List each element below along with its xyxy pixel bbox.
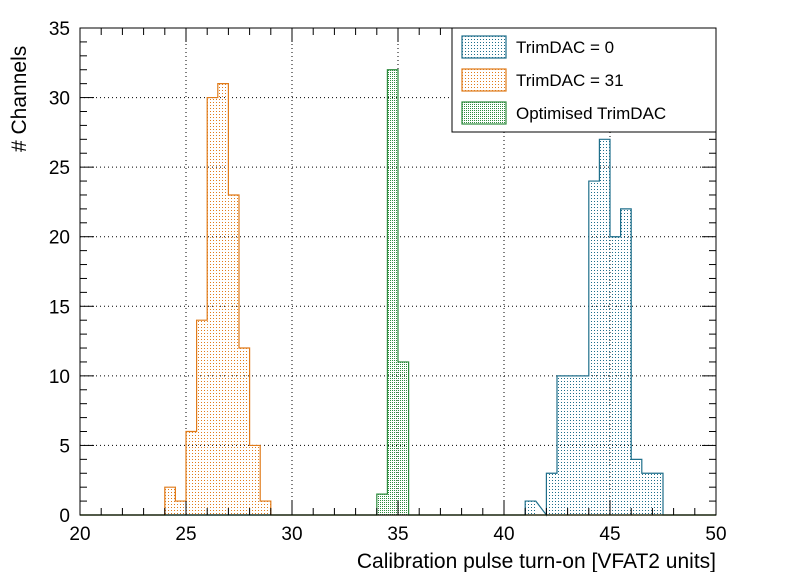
x-tick-label: 50 [705,524,726,545]
histogram-bin [546,473,557,515]
histogram-bars [80,69,716,517]
x-axis-title: Calibration pulse turn-on [VFAT2 units] [357,550,716,572]
x-tick-label: 25 [175,524,196,545]
histogram-bin [376,494,388,515]
legend-label: Optimised TrimDAC [516,104,666,123]
y-tick-label: 25 [49,158,70,179]
histogram-bin [217,83,229,516]
histogram-bin [631,459,642,515]
histogram-bin [398,361,409,515]
legend-label: TrimDAC = 31 [516,71,624,90]
histogram-bin [578,375,589,515]
legend-swatch [461,68,507,92]
histogram-bin [599,139,610,516]
x-tick-label: 45 [599,524,620,545]
legend-swatch [461,101,507,125]
histogram-bin [588,181,600,516]
series-2 [80,69,716,516]
histogram-bin [228,194,239,515]
histogram-bin [207,97,218,516]
x-tick-label: 20 [69,524,90,545]
y-tick-label: 15 [49,297,70,318]
y-tick-label: 0 [59,506,70,527]
histogram-bin [164,487,176,515]
series-outline [80,69,716,516]
histogram-bin [610,236,621,515]
histogram-bin [641,473,653,515]
legend: TrimDAC = 0 TrimDAC = 31 Optimised TrimDAC [451,27,717,133]
histogram-bin [387,69,398,515]
histogram-bin [249,445,261,515]
y-axis-title: # Channels [8,46,31,152]
x-tick-label: 40 [493,524,514,545]
legend-swatch [461,35,507,59]
histogram-bin [175,501,186,515]
y-tick-label: 35 [49,19,70,40]
histogram-bin [567,375,579,515]
x-tick-label: 35 [387,524,408,545]
y-tick-label: 5 [59,436,70,457]
histogram-bin [260,501,271,515]
tick-labels: 20 25 30 35 40 45 50 0 5 10 15 20 25 30 35 [49,19,727,545]
series-1 [80,83,716,516]
legend-label: TrimDAC = 0 [516,38,614,57]
histogram-bin [525,501,536,515]
histogram-bin [557,375,568,515]
y-tick-label: 20 [49,228,70,249]
histogram-bin [620,208,632,515]
series-outline [80,83,716,516]
histogram-bin [186,431,197,515]
histogram-bin [196,320,208,515]
y-tick-label: 10 [49,367,70,388]
histogram-bin [652,473,663,515]
histogram-bin [239,348,250,515]
y-tick-label: 30 [49,89,70,110]
x-tick-label: 30 [281,524,302,545]
